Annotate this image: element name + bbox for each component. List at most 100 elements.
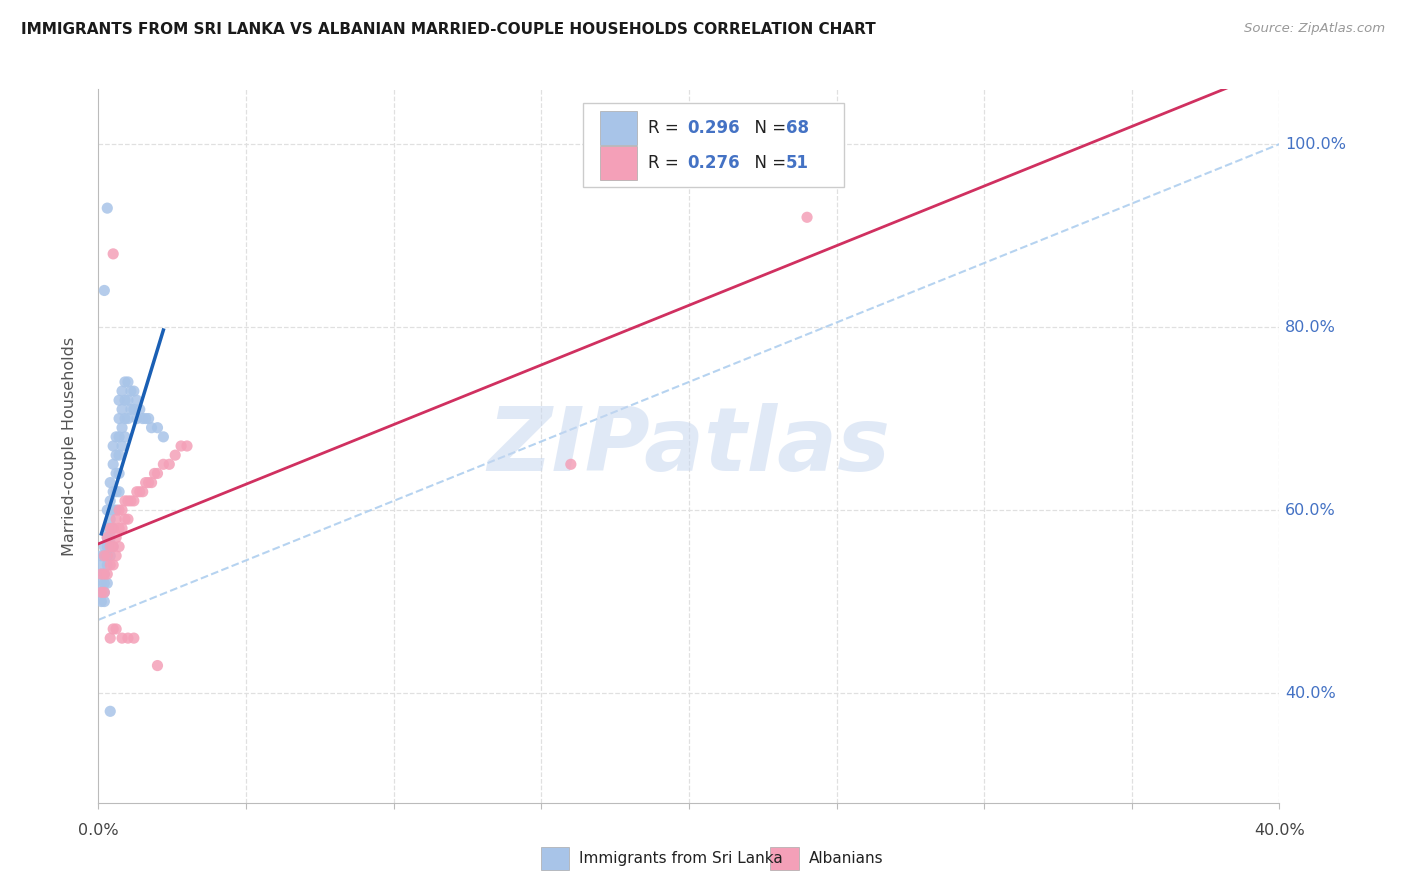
- Point: [138, 475, 160, 490]
- Point: [111, 402, 134, 417]
- Point: [117, 393, 139, 408]
- Point: [105, 531, 128, 545]
- Text: IMMIGRANTS FROM SRI LANKA VS ALBANIAN MARRIED-COUPLE HOUSEHOLDS CORRELATION CHAR: IMMIGRANTS FROM SRI LANKA VS ALBANIAN MA…: [21, 22, 876, 37]
- Point: [108, 484, 131, 499]
- Point: [111, 631, 134, 645]
- Point: [93, 567, 115, 582]
- Point: [111, 384, 134, 398]
- Point: [98, 558, 121, 572]
- Text: Source: ZipAtlas.com: Source: ZipAtlas.com: [1244, 22, 1385, 36]
- Point: [96, 558, 118, 572]
- Text: N =: N =: [744, 154, 792, 172]
- Point: [128, 402, 150, 417]
- Point: [114, 512, 136, 526]
- Point: [90, 585, 112, 599]
- Point: [98, 631, 121, 645]
- Point: [114, 411, 136, 425]
- Point: [165, 448, 187, 462]
- Point: [122, 402, 145, 417]
- Text: 51: 51: [786, 154, 808, 172]
- Point: [108, 411, 131, 425]
- Text: N =: N =: [744, 119, 792, 136]
- Point: [138, 411, 160, 425]
- Point: [111, 420, 134, 434]
- Text: R =: R =: [648, 119, 685, 136]
- Point: [103, 458, 125, 472]
- Point: [117, 375, 139, 389]
- Point: [122, 631, 145, 645]
- Point: [103, 540, 125, 554]
- Point: [108, 540, 131, 554]
- Point: [96, 549, 118, 563]
- Point: [111, 521, 134, 535]
- Point: [93, 576, 115, 591]
- Point: [90, 594, 112, 608]
- Text: 68: 68: [786, 119, 808, 136]
- Point: [560, 458, 582, 472]
- Text: 100.0%: 100.0%: [1285, 136, 1347, 152]
- Point: [93, 549, 115, 563]
- Point: [103, 521, 125, 535]
- Point: [125, 411, 148, 425]
- Point: [146, 420, 169, 434]
- Point: [105, 448, 128, 462]
- Point: [122, 494, 145, 508]
- Point: [108, 393, 131, 408]
- Point: [125, 484, 148, 499]
- Point: [146, 658, 169, 673]
- Point: [114, 494, 136, 508]
- Point: [120, 384, 142, 398]
- Point: [141, 420, 163, 434]
- Point: [98, 540, 121, 554]
- Point: [98, 531, 121, 545]
- Point: [103, 439, 125, 453]
- Point: [152, 458, 174, 472]
- Point: [135, 475, 157, 490]
- Text: ZIPatlas: ZIPatlas: [488, 402, 890, 490]
- Point: [93, 540, 115, 554]
- Point: [93, 567, 115, 582]
- Point: [103, 503, 125, 517]
- Text: Immigrants from Sri Lanka: Immigrants from Sri Lanka: [579, 851, 783, 865]
- Point: [105, 484, 128, 499]
- Point: [93, 284, 115, 298]
- Point: [108, 448, 131, 462]
- Point: [90, 567, 112, 582]
- Point: [796, 211, 818, 225]
- Point: [98, 704, 121, 718]
- Point: [125, 393, 148, 408]
- Text: 40.0%: 40.0%: [1285, 686, 1336, 700]
- Point: [98, 549, 121, 563]
- Point: [98, 494, 121, 508]
- Point: [114, 430, 136, 444]
- Point: [93, 585, 115, 599]
- Text: 0.0%: 0.0%: [79, 823, 118, 838]
- Point: [103, 558, 125, 572]
- Point: [117, 494, 139, 508]
- Point: [103, 247, 125, 261]
- Point: [103, 622, 125, 636]
- Point: [120, 494, 142, 508]
- Point: [122, 384, 145, 398]
- Point: [98, 521, 121, 535]
- Point: [152, 430, 174, 444]
- Point: [111, 503, 134, 517]
- Point: [111, 439, 134, 453]
- Point: [105, 467, 128, 481]
- Point: [108, 467, 131, 481]
- Point: [157, 458, 180, 472]
- Point: [93, 585, 115, 599]
- Point: [96, 567, 118, 582]
- Point: [128, 484, 150, 499]
- Point: [108, 503, 131, 517]
- Text: 80.0%: 80.0%: [1285, 319, 1336, 334]
- Y-axis label: Married-couple Households: Married-couple Households: [62, 336, 77, 556]
- Point: [90, 558, 112, 572]
- Point: [132, 484, 155, 499]
- Point: [103, 484, 125, 499]
- Text: 40.0%: 40.0%: [1254, 823, 1305, 838]
- Point: [96, 531, 118, 545]
- Point: [98, 475, 121, 490]
- Point: [105, 430, 128, 444]
- Point: [132, 411, 155, 425]
